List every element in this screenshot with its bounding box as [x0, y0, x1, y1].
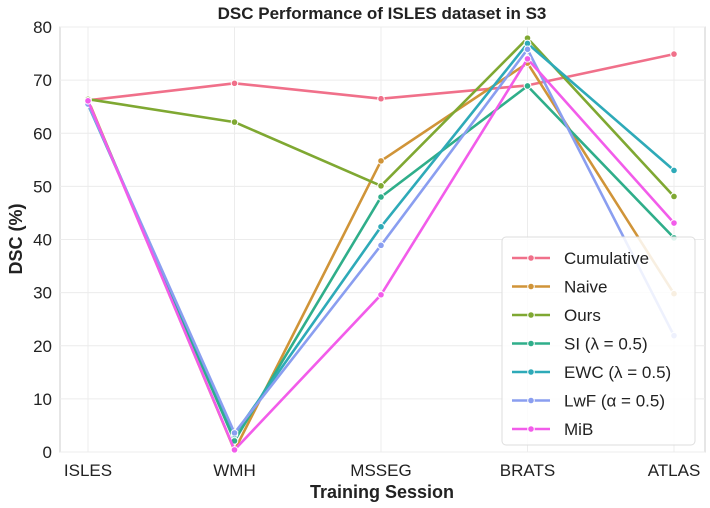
legend-marker — [527, 368, 535, 376]
legend-label: SI (λ = 0.5) — [564, 335, 648, 354]
legend-label: Naive — [564, 278, 607, 297]
y-tick-label: 60 — [33, 124, 52, 143]
legend-label: LwF (α = 0.5) — [564, 392, 665, 411]
y-tick-label: 0 — [43, 443, 52, 462]
legend-entry: MiB — [512, 420, 593, 439]
data-point — [670, 50, 678, 58]
tick-layer: 0 10 20 30 40 50 60 70 80 ISLES WMH MSSEG BRATS ATLAS — [33, 18, 700, 480]
data-point — [670, 219, 678, 227]
x-tick-label: WMH — [213, 461, 255, 480]
legend-label: MiB — [564, 420, 593, 439]
legend-marker — [527, 254, 535, 262]
y-tick-label: 50 — [33, 177, 52, 196]
data-point — [670, 166, 678, 175]
data-point — [230, 446, 239, 454]
y-axis-label: DSC (%) — [6, 203, 26, 274]
y-tick-label: 80 — [33, 18, 52, 37]
legend-box — [501, 236, 696, 446]
data-point — [230, 79, 239, 88]
data-point — [377, 290, 385, 299]
legend-entry: LwF (α = 0.5) — [512, 392, 665, 411]
data-point — [523, 55, 532, 63]
data-point — [230, 118, 239, 126]
legend-entry: SI (λ = 0.5) — [512, 335, 648, 354]
legend-entry: Ours — [512, 306, 601, 325]
legend-marker — [527, 282, 535, 291]
chart-title: DSC Performance of ISLES dataset in S3 — [218, 4, 547, 23]
y-tick-label: 30 — [33, 284, 52, 303]
legend-entry: Naive — [512, 278, 607, 297]
y-tick-label: 20 — [33, 337, 52, 356]
data-point — [377, 182, 385, 190]
legend-marker — [527, 396, 535, 405]
data-point — [84, 97, 92, 105]
data-point — [377, 222, 385, 231]
legend-marker — [527, 339, 535, 348]
x-tick-label: ISLES — [64, 461, 112, 480]
legend-entry: EWC (λ = 0.5) — [512, 363, 671, 382]
legend-marker — [527, 425, 535, 433]
x-axis-label: Training Session — [310, 482, 454, 502]
x-tick-label: ATLAS — [648, 461, 701, 480]
series-layer — [84, 34, 678, 455]
x-tick-label: BRATS — [500, 461, 555, 480]
legend: Cumulative Naive Ours SI (λ = 0.5) EWC (λ = … — [501, 236, 696, 446]
legend-label: EWC (λ = 0.5) — [564, 363, 671, 382]
data-point — [523, 82, 532, 90]
data-point — [230, 429, 239, 437]
data-point — [670, 192, 678, 201]
legend-label: Cumulative — [564, 249, 649, 268]
data-point — [523, 45, 532, 54]
data-point — [377, 193, 385, 201]
x-tick-label: MSSEG — [350, 461, 411, 480]
data-point — [377, 157, 385, 165]
y-tick-label: 10 — [33, 390, 52, 409]
y-tick-label: 40 — [33, 231, 52, 250]
series-mib — [84, 55, 678, 454]
y-tick-label: 70 — [33, 71, 52, 90]
legend-marker — [527, 311, 535, 319]
legend-entry: Cumulative — [512, 249, 649, 268]
legend-label: Ours — [564, 306, 601, 325]
data-point — [377, 94, 385, 103]
data-point — [377, 241, 385, 250]
